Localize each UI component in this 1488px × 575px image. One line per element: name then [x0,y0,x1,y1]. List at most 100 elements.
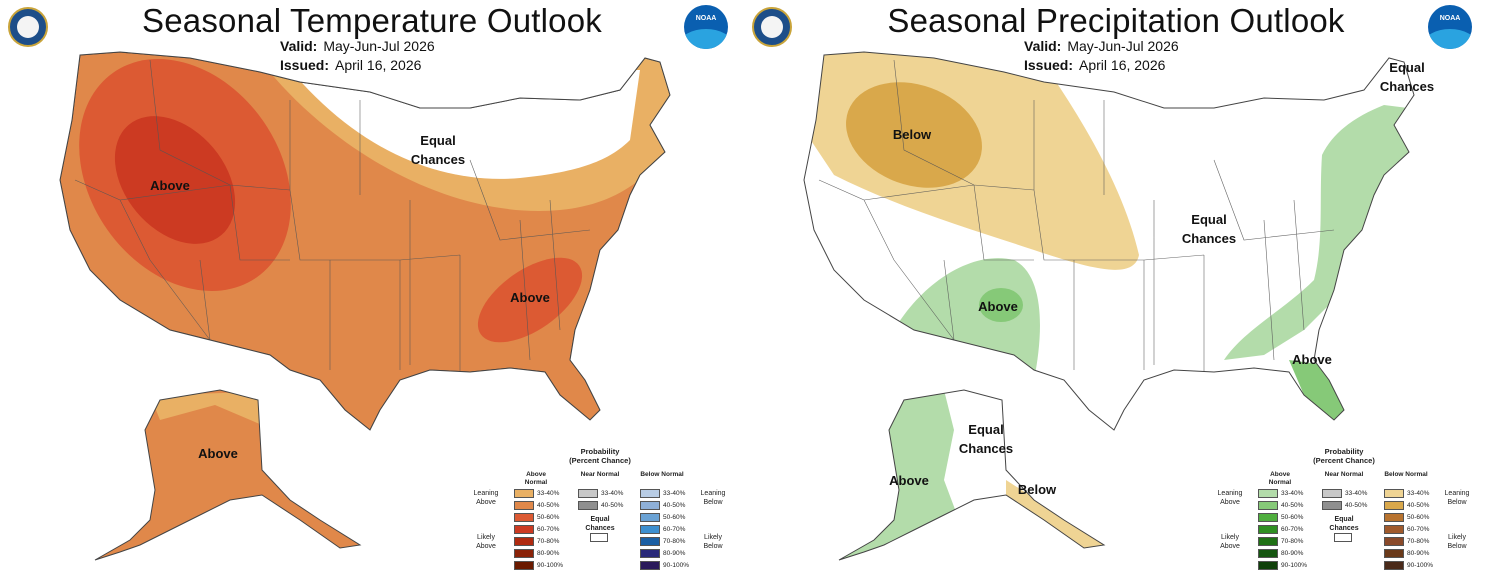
legend-below-label-7: 90-100% [1407,562,1434,569]
legend-likely-above: Likely Above [476,534,496,550]
legend-above-swatch-3 [1258,513,1278,522]
legend-leaning-above: Leaning Above [1217,490,1243,506]
legend-below-swatch-6 [640,549,660,558]
label-above-west: Above [150,178,190,193]
legend-likely-below: Likely Below [703,534,723,550]
legend-below-label-6: 80-90% [1407,550,1430,557]
legend-above-label-7: 90-100% [1281,562,1308,569]
legend-below-header: Below Normal [1384,471,1428,478]
label-above-southeast: Above [510,290,550,305]
legend-near-swatch-2 [578,501,598,510]
legend-below-swatch-1 [640,489,660,498]
temperature-outlook-panel: NOAA Seasonal Temperature Outlook Valid:… [8,2,740,572]
legend-above-label-2: 40-50% [537,502,560,509]
legend-near-swatch-1 [1322,489,1342,498]
legend-below-swatch-6 [1384,549,1404,558]
legend-below-label-2: 40-50% [663,502,686,509]
precipitation-issued: Issued: April 16, 2026 [1024,57,1166,73]
label-equal-chances-center: Equal Chances [1181,212,1237,246]
legend-above-swatch-1 [514,489,534,498]
temperature-map [59,51,671,561]
legend-below-swatch-4 [640,525,660,534]
legend-near-label-2: 40-50% [1345,502,1368,509]
legend-near-swatch-2 [1322,501,1342,510]
legend-leaning-above: Leaning Above [473,490,499,506]
legend-above-swatch-5 [1258,537,1278,546]
legend-above-label-3: 50-60% [537,514,560,521]
legend-below-label-5: 70-80% [663,538,686,545]
legend-near-label-1: 33-40% [601,490,624,497]
legend-title: Probability (Percent Chance) [1313,447,1375,465]
legend-likely-below: Likely Below [1447,534,1467,550]
legend-equal-label: Equal Chances [1329,516,1359,532]
legend-below-swatch-2 [1384,501,1404,510]
legend-above-label-1: 33-40% [1281,490,1304,497]
legend-below-swatch-3 [1384,513,1404,522]
temperature-legend: Probability (Percent Chance) Above Normal… [470,447,740,572]
commerce-seal-icon [8,7,48,47]
label-equal-chances-northeast: Equal Chances [1379,60,1435,94]
legend-above-label-5: 70-80% [1281,538,1304,545]
legend-equal-swatch [590,533,608,542]
legend-above-swatch-3 [514,513,534,522]
commerce-seal-icon [752,7,792,47]
legend-near-swatch-1 [578,489,598,498]
legend-above-label-5: 70-80% [537,538,560,545]
legend-above-swatch-6 [514,549,534,558]
legend-equal-label: Equal Chances [585,516,615,532]
label-above-southwest: Above [978,299,1018,314]
legend-title: Probability (Percent Chance) [569,447,631,465]
legend-near-header: Near Normal [580,471,620,478]
legend-below-swatch-3 [640,513,660,522]
legend-above-swatch-4 [1258,525,1278,534]
legend-above-label-1: 33-40% [537,490,560,497]
legend-above-header: Above Normal [524,471,548,486]
legend-above-swatch-7 [1258,561,1278,570]
legend-below-label-3: 50-60% [1407,514,1430,521]
legend-near-label-1: 33-40% [1345,490,1368,497]
legend-near-label-2: 40-50% [601,502,624,509]
label-equal-chances-alaska: Equal Chances [958,422,1014,456]
legend-below-swatch-5 [1384,537,1404,546]
legend-below-swatch-4 [1384,525,1404,534]
precipitation-title: Seasonal Precipitation Outlook [887,2,1345,39]
legend-below-label-3: 50-60% [663,514,686,521]
legend-below-swatch-7 [640,561,660,570]
legend-below-label-2: 40-50% [1407,502,1430,509]
legend-below-swatch-5 [640,537,660,546]
legend-above-swatch-7 [514,561,534,570]
temperature-issued: Issued: April 16, 2026 [280,57,422,73]
legend-below-label-4: 60-70% [1407,526,1430,533]
legend-below-swatch-7 [1384,561,1404,570]
legend-leaning-below: Leaning Below [1444,490,1470,506]
legend-above-label-6: 80-90% [537,550,560,557]
label-below-northwest: Below [892,127,932,142]
legend-leaning-below: Leaning Below [700,490,726,506]
legend-below-label-1: 33-40% [1407,490,1430,497]
legend-below-label-6: 80-90% [663,550,686,557]
legend-above-swatch-1 [1258,489,1278,498]
legend-likely-above: Likely Above [1220,534,1240,550]
legend-above-label-4: 60-70% [537,526,560,533]
label-above-alaska: Above [198,446,238,461]
legend-above-swatch-4 [514,525,534,534]
legend-above-label-4: 60-70% [1281,526,1304,533]
legend-above-label-2: 40-50% [1281,502,1304,509]
noaa-logo-icon: NOAA [1428,5,1472,49]
label-above-southeast: Above [1292,352,1332,367]
precipitation-map [803,51,1415,561]
temperature-valid: Valid: May-Jun-Jul 2026 [280,38,435,54]
label-below-alaska: Below [1017,482,1057,497]
legend-above-swatch-2 [1258,501,1278,510]
label-above-alaska: Above [889,473,929,488]
legend-above-label-6: 80-90% [1281,550,1304,557]
precipitation-outlook-panel: NOAA Seasonal Precipitation Outlook Vali… [744,0,1488,575]
legend-below-swatch-2 [640,501,660,510]
legend-above-label-3: 50-60% [1281,514,1304,521]
legend-above-label-7: 90-100% [537,562,564,569]
temperature-title: Seasonal Temperature Outlook [142,2,602,39]
precipitation-valid: Valid: May-Jun-Jul 2026 [1024,38,1179,54]
legend-below-label-5: 70-80% [1407,538,1430,545]
legend-below-header: Below Normal [640,471,684,478]
label-equal-chances: Equal Chances [410,133,466,167]
